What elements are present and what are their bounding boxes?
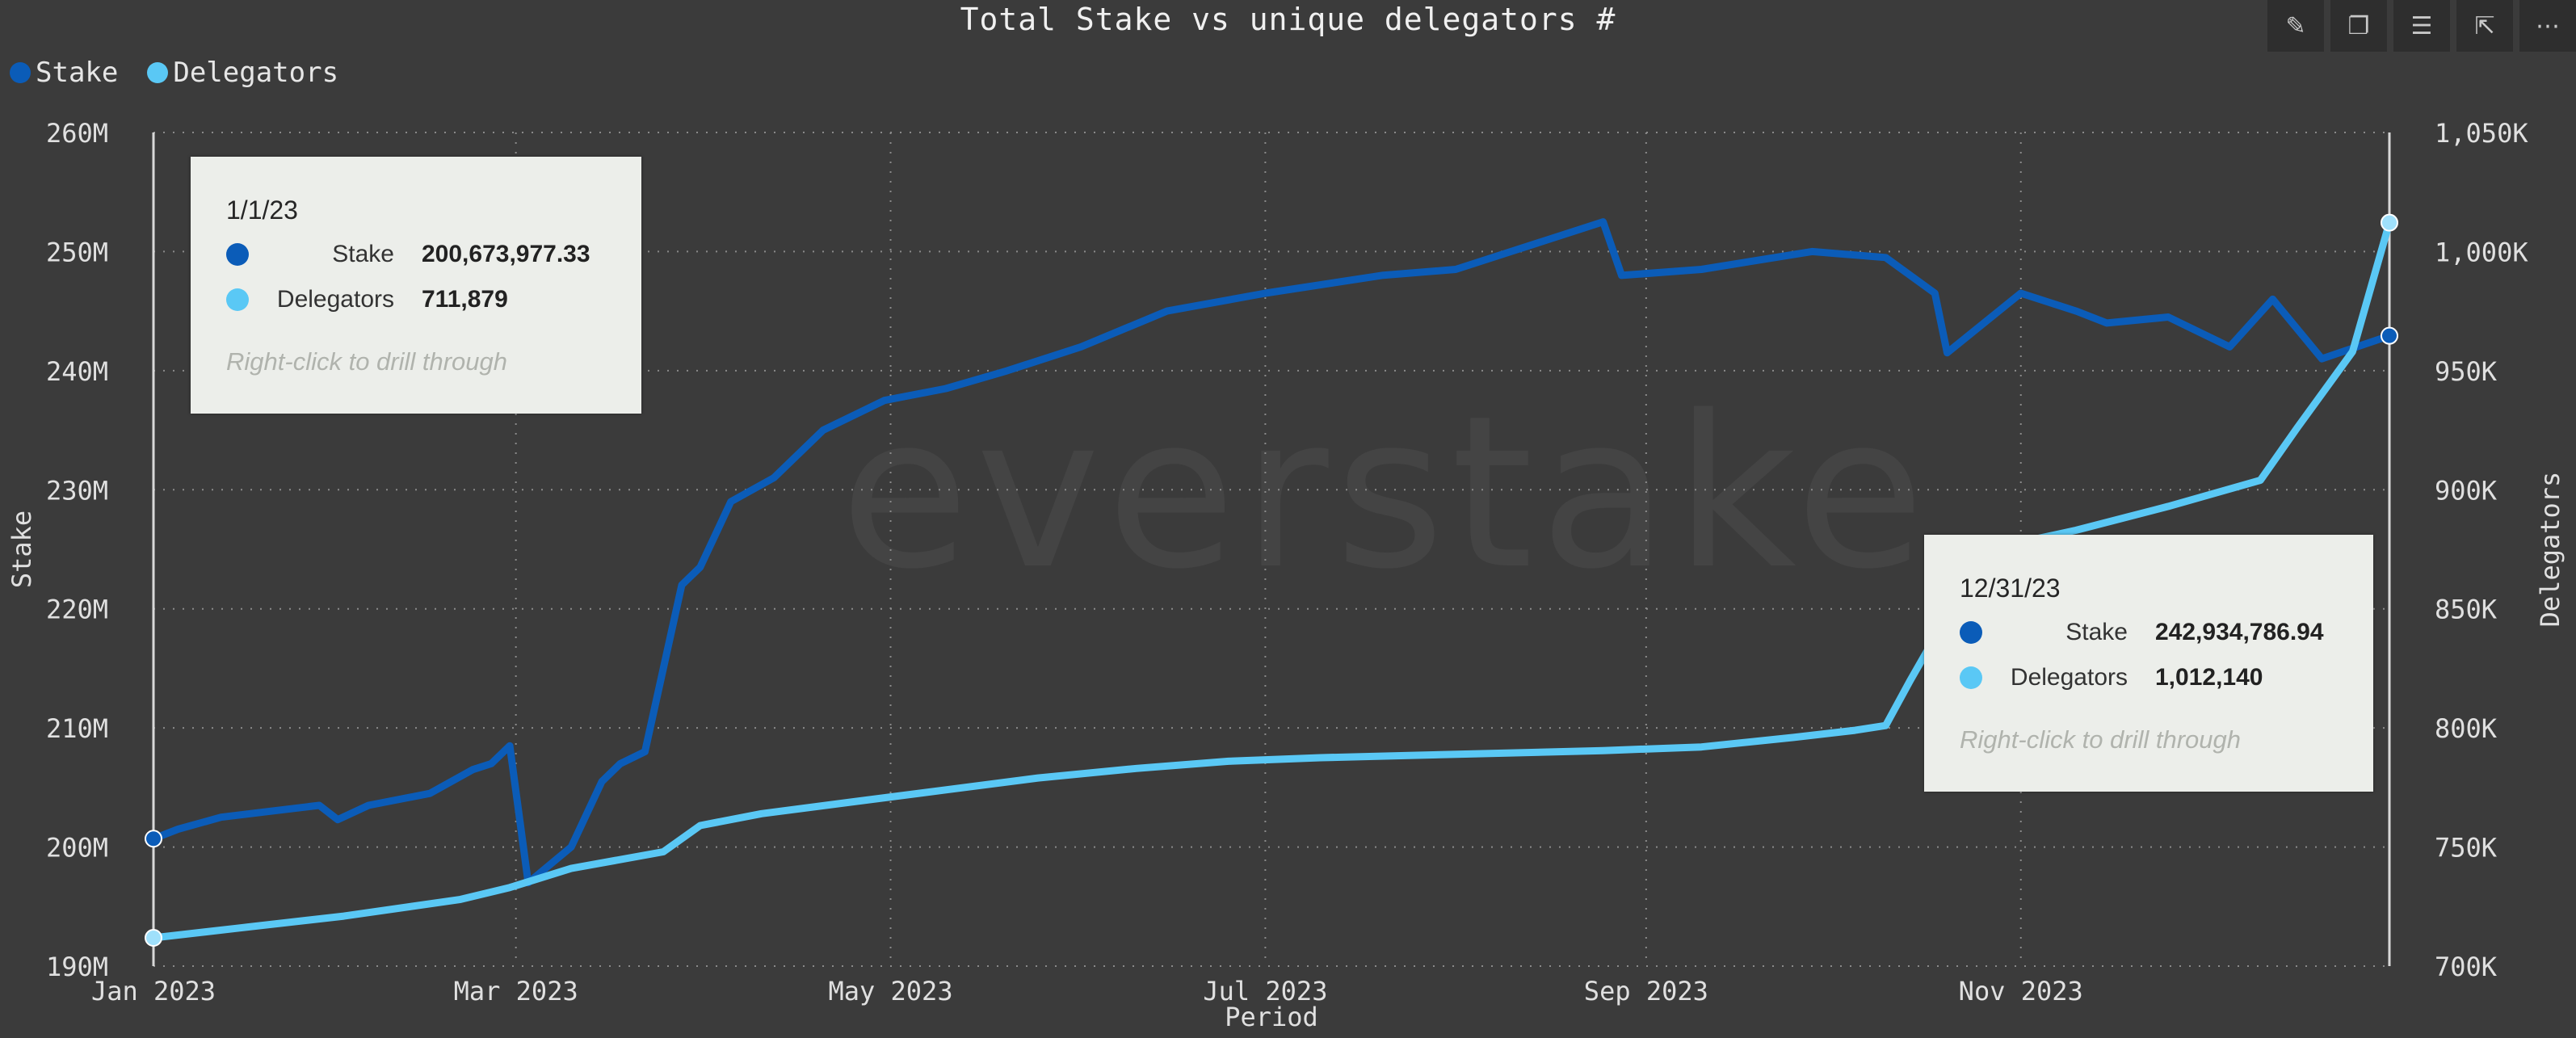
y2-tick-label: 750K (2435, 833, 2498, 864)
y-tick-label: 200M (46, 833, 108, 864)
data-point-stake (2381, 326, 2398, 345)
more-options-icon[interactable]: ⋯ (2519, 0, 2576, 52)
x-tick-label: Nov 2023 (1959, 976, 2083, 1006)
y2-tick-label: 950K (2435, 356, 2498, 387)
data-point-delegators (2381, 213, 2398, 232)
legend: Stake Delegators (10, 57, 338, 89)
tooltip-hint: Right-click to drill through (226, 347, 508, 376)
series-line-delegators (149, 219, 2393, 942)
tooltip-label: Stake (332, 241, 394, 267)
x-tick-label: Sep 2023 (1584, 976, 1708, 1006)
legend-stake-marker (10, 62, 31, 83)
focus-mode-icon[interactable]: ⇱ (2456, 0, 2513, 52)
x-tick-label: Mar 2023 (454, 976, 578, 1006)
stake-marker-icon (1960, 621, 1982, 644)
data-point-delegators (145, 928, 162, 947)
y-tick-label: 230M (46, 475, 108, 506)
tooltip-label: Delegators (2010, 664, 2128, 691)
legend-delegators-label: Delegators (173, 57, 339, 89)
y-tick-label: 220M (46, 595, 108, 625)
tooltip-value: 200,673,977.33 (422, 241, 590, 267)
visual-header-toolbar: ✎ ❐ ☰ ⇱ ⋯ (2261, 0, 2576, 52)
tooltip-label: Stake (2065, 619, 2128, 645)
legend-item-stake[interactable]: Stake (10, 57, 118, 89)
y-tick-label: 260M (46, 118, 108, 149)
y2-tick-label: 1,000K (2435, 237, 2528, 267)
tooltip-start: 1/1/23 Stake 200,673,977.33 Delegators 7… (191, 157, 641, 414)
chart-title: Total Stake vs unique delegators # (960, 2, 1616, 37)
y2-axis-title: Delegators (2535, 472, 2565, 628)
tooltip-date: 1/1/23 (226, 195, 298, 225)
delegators-marker-icon (1960, 666, 1982, 689)
watermark-logo: everstake (840, 372, 1931, 616)
stake-marker-icon (226, 243, 249, 266)
legend-item-delegators[interactable]: Delegators (147, 57, 338, 89)
y-axis-title: Stake (6, 511, 37, 588)
x-tick-label: Jul 2023 (1203, 976, 1327, 1006)
tooltip-hint: Right-click to drill through (1960, 725, 2242, 754)
tooltip-value: 242,934,786.94 (2155, 619, 2324, 645)
tooltip-date: 12/31/23 (1960, 574, 2061, 603)
tooltip-value: 711,879 (422, 286, 508, 313)
legend-delegators-marker (147, 62, 169, 83)
tooltip-label: Delegators (276, 286, 394, 313)
legend-stake-label: Stake (36, 57, 119, 89)
pin-icon[interactable]: ✎ (2267, 0, 2324, 52)
tooltip-row-stake: Stake 200,673,977.33 (226, 241, 590, 268)
y2-tick-label: 800K (2435, 713, 2498, 744)
x-tick-label: May 2023 (828, 976, 952, 1006)
x-axis-title: Period (1225, 1002, 1318, 1032)
y-tick-label: 250M (46, 237, 108, 267)
tooltip-value: 1,012,140 (2155, 664, 2263, 691)
y2-tick-label: 900K (2435, 475, 2498, 506)
x-tick-label: Jan 2023 (91, 976, 216, 1006)
y2-tick-label: 700K (2435, 952, 2498, 982)
y-tick-label: 210M (46, 713, 108, 744)
copy-icon[interactable]: ❐ (2330, 0, 2387, 52)
y2-tick-label: 850K (2435, 595, 2498, 625)
tooltip-end: 12/31/23 Stake 242,934,786.94 Delegators… (1924, 535, 2373, 792)
y2-tick-label: 1,050K (2435, 118, 2528, 149)
data-point-stake (145, 830, 162, 848)
tooltip-row-delegators: Delegators 1,012,140 (1960, 664, 2263, 691)
y-tick-label: 240M (46, 356, 108, 387)
tooltip-row-stake: Stake 242,934,786.94 (1960, 619, 2324, 646)
delegators-marker-icon (226, 288, 249, 311)
tooltip-row-delegators: Delegators 711,879 (226, 286, 508, 313)
y-tick-label: 190M (46, 952, 108, 982)
filter-icon[interactable]: ☰ (2393, 0, 2450, 52)
